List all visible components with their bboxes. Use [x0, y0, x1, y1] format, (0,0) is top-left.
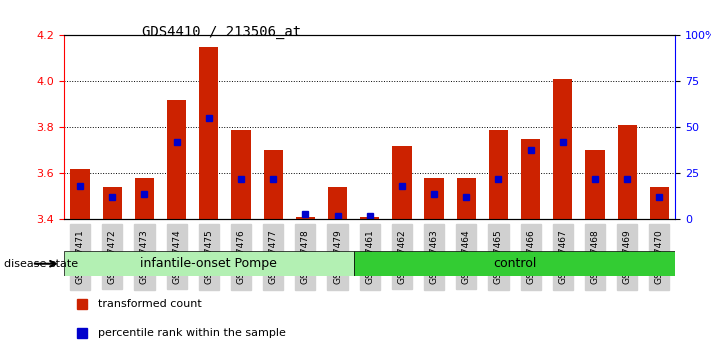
Text: disease state: disease state [4, 259, 77, 269]
Bar [650, 187, 669, 219]
Bar [70, 169, 90, 219]
Bar [488, 130, 508, 219]
Bar [167, 100, 186, 219]
Bar [264, 150, 283, 219]
Bar [231, 130, 251, 219]
Text: transformed count: transformed count [97, 299, 201, 309]
Bar [328, 187, 347, 219]
Bar [424, 178, 444, 219]
Bar [553, 79, 572, 219]
Bar [199, 47, 218, 219]
Bar [296, 217, 315, 219]
Text: infantile-onset Pompe: infantile-onset Pompe [140, 257, 277, 270]
FancyBboxPatch shape [353, 251, 675, 276]
Text: control: control [493, 257, 536, 270]
Bar [585, 150, 604, 219]
Bar [521, 139, 540, 219]
Bar [102, 187, 122, 219]
Bar [360, 217, 380, 219]
FancyBboxPatch shape [64, 251, 353, 276]
Bar [135, 178, 154, 219]
Bar [392, 146, 412, 219]
Text: percentile rank within the sample: percentile rank within the sample [97, 328, 286, 338]
Bar [618, 125, 637, 219]
Bar [456, 178, 476, 219]
Text: GDS4410 / 213506_at: GDS4410 / 213506_at [142, 25, 301, 39]
